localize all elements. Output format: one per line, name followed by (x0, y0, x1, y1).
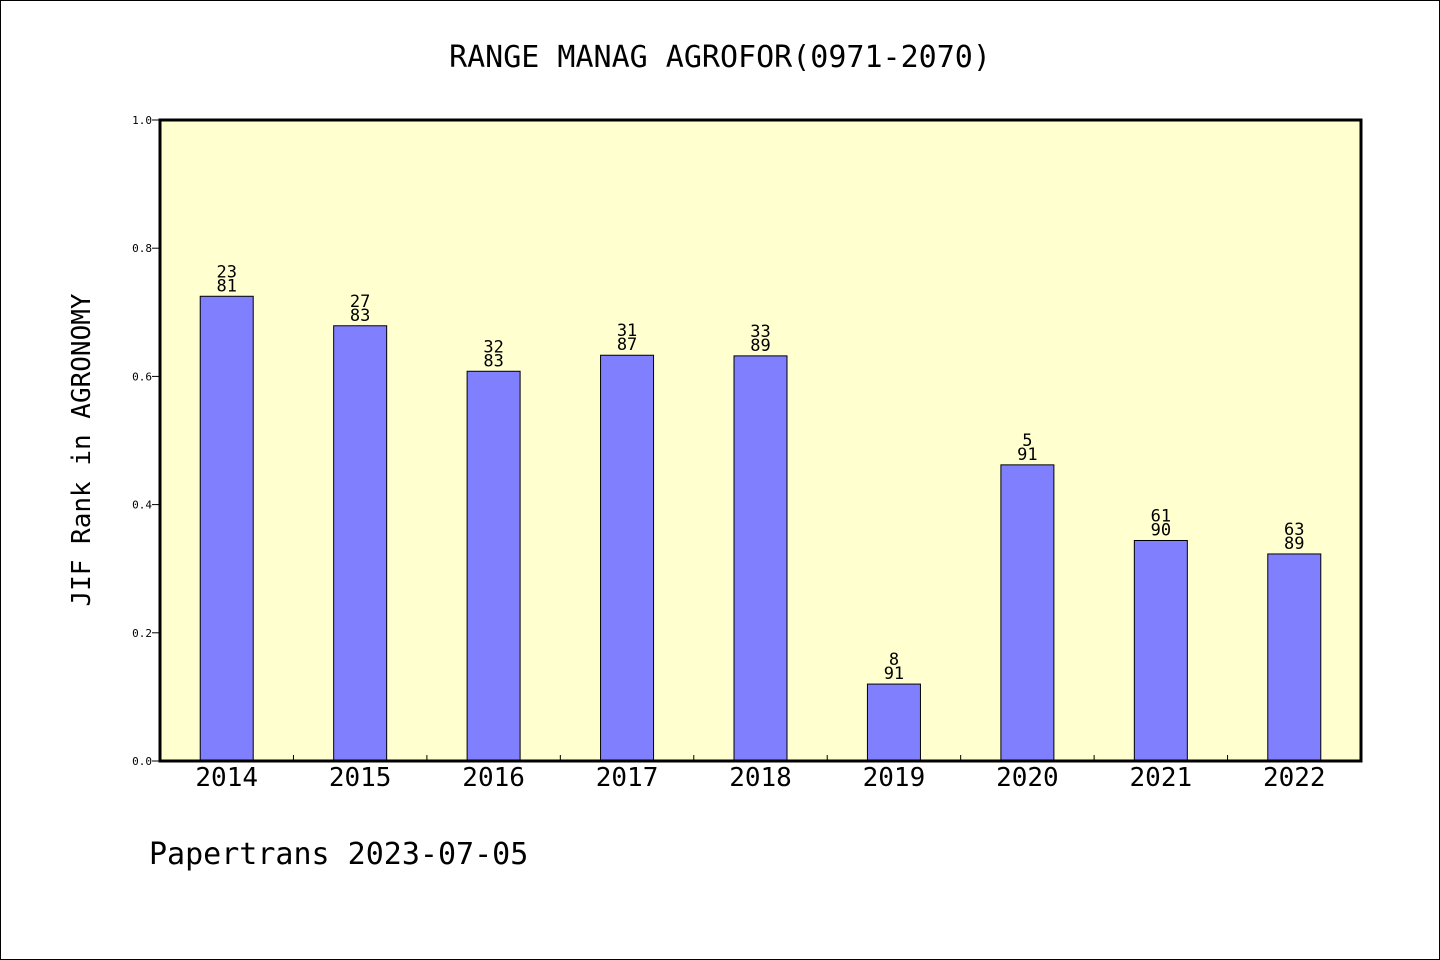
x-tick-label: 2019 (863, 763, 926, 793)
bar-2022 (1267, 553, 1322, 762)
x-tick-label: 2018 (729, 763, 792, 793)
bar-label-total: 90 (1151, 520, 1171, 540)
bar-2019 (866, 683, 921, 762)
y-axis: 0.0 0.2 0.4 0.6 0.8 1.0 (132, 114, 160, 768)
x-tick-label: 2022 (1263, 763, 1326, 793)
y-tick-label: 0.8 (132, 242, 152, 255)
y-tick-label: 0.0 (132, 755, 152, 768)
y-tick-label: 0.4 (132, 499, 152, 512)
x-axis: 2014 2015 2016 2017 2018 2019 2020 2021 2022 (195, 755, 1326, 793)
bar-label-total: 81 (216, 276, 236, 296)
bar-label-total: 91 (1017, 445, 1037, 465)
x-tick-label: 2020 (996, 763, 1059, 793)
bar-label-rank: 63 (1284, 520, 1304, 540)
x-tick-label: 2014 (195, 763, 258, 793)
bar-2015 (333, 325, 388, 762)
chart-title: RANGE MANAG AGROFOR(0971-2070) (449, 40, 991, 75)
bar-label-rank: 31 (617, 321, 637, 341)
bar-label-rank: 33 (750, 322, 770, 342)
bar-label-rank: 5 (1022, 431, 1032, 451)
bar-label-rank: 23 (216, 262, 236, 282)
y-axis-label: JIF Rank in AGRONOMY (67, 293, 97, 606)
bar-2021 (1133, 539, 1188, 762)
bar-label-total: 87 (617, 335, 637, 355)
bar-2017 (600, 354, 655, 762)
bar-2020 (1000, 464, 1055, 762)
bar-label-rank: 8 (889, 650, 899, 670)
bar-label-total: 89 (1284, 534, 1304, 554)
bar-label-total: 83 (350, 306, 370, 326)
x-tick-label: 2015 (329, 763, 392, 793)
x-tick-label: 2021 (1130, 763, 1193, 793)
x-tick-label: 2016 (462, 763, 525, 793)
x-tick-label: 2017 (596, 763, 659, 793)
plot-border (158, 118, 1363, 763)
bar-2014 (199, 295, 254, 762)
bar-label-rank: 32 (483, 337, 503, 357)
bar-2016 (466, 370, 521, 762)
bar-2018 (733, 355, 788, 762)
footer-credit: Papertrans 2023-07-05 (149, 837, 528, 872)
y-tick-label: 1.0 (132, 114, 152, 127)
bar-label-total: 89 (750, 336, 770, 356)
y-tick-label: 0.6 (132, 370, 152, 383)
y-tick-label: 0.2 (132, 627, 152, 640)
bar-label-rank: 27 (350, 292, 370, 312)
bar-label-total: 83 (483, 351, 503, 371)
bar-label-total: 91 (884, 664, 904, 684)
bar-label-rank: 61 (1151, 506, 1171, 526)
